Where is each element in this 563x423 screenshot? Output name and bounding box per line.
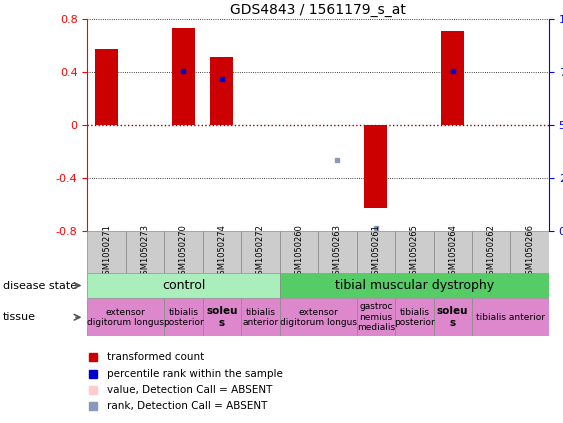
Bar xyxy=(318,231,356,273)
Bar xyxy=(203,231,241,273)
Bar xyxy=(356,298,395,336)
Bar xyxy=(472,298,549,336)
Text: GSM1050270: GSM1050270 xyxy=(179,224,188,280)
Bar xyxy=(434,231,472,273)
Text: GSM1050272: GSM1050272 xyxy=(256,224,265,280)
Text: GSM1050271: GSM1050271 xyxy=(102,224,111,280)
Bar xyxy=(280,231,318,273)
Bar xyxy=(395,231,434,273)
Text: extensor
digitorum longus: extensor digitorum longus xyxy=(87,308,164,327)
Bar xyxy=(172,28,195,125)
Text: GSM1050263: GSM1050263 xyxy=(333,224,342,280)
Text: tissue: tissue xyxy=(3,312,36,322)
Text: soleu
s: soleu s xyxy=(206,306,238,328)
Bar xyxy=(87,298,164,336)
Bar xyxy=(87,273,280,298)
Title: GDS4843 / 1561179_s_at: GDS4843 / 1561179_s_at xyxy=(230,3,406,16)
Text: tibial muscular dystrophy: tibial muscular dystrophy xyxy=(335,279,494,292)
Text: tibialis anterior: tibialis anterior xyxy=(476,313,545,322)
Text: soleu
s: soleu s xyxy=(437,306,468,328)
Bar xyxy=(280,273,549,298)
Text: GSM1050264: GSM1050264 xyxy=(448,224,457,280)
Bar xyxy=(211,58,234,125)
Bar xyxy=(364,125,387,208)
Text: extensor
digitorum longus: extensor digitorum longus xyxy=(280,308,356,327)
Bar xyxy=(241,298,280,336)
Text: GSM1050260: GSM1050260 xyxy=(294,224,303,280)
Text: disease state: disease state xyxy=(3,280,77,291)
Bar xyxy=(164,298,203,336)
Text: value, Detection Call = ABSENT: value, Detection Call = ABSENT xyxy=(107,385,272,395)
Text: transformed count: transformed count xyxy=(107,352,204,363)
Text: GSM1050266: GSM1050266 xyxy=(525,224,534,280)
Text: tibialis
anterior: tibialis anterior xyxy=(242,308,279,327)
Text: GSM1050262: GSM1050262 xyxy=(487,224,495,280)
Text: GSM1050261: GSM1050261 xyxy=(372,224,380,280)
Bar xyxy=(441,31,464,125)
Bar xyxy=(87,231,126,273)
Bar xyxy=(280,298,356,336)
Bar xyxy=(434,298,472,336)
Bar xyxy=(164,231,203,273)
Bar xyxy=(95,49,118,125)
Text: GSM1050265: GSM1050265 xyxy=(410,224,419,280)
Text: control: control xyxy=(162,279,205,292)
Text: GSM1050274: GSM1050274 xyxy=(217,224,226,280)
Bar xyxy=(356,231,395,273)
Bar xyxy=(203,298,241,336)
Text: tibialis
posterior: tibialis posterior xyxy=(394,308,435,327)
Bar xyxy=(126,231,164,273)
Bar xyxy=(241,231,280,273)
Text: percentile rank within the sample: percentile rank within the sample xyxy=(107,368,283,379)
Bar xyxy=(472,231,511,273)
Text: rank, Detection Call = ABSENT: rank, Detection Call = ABSENT xyxy=(107,401,267,411)
Bar xyxy=(511,231,549,273)
Text: GSM1050273: GSM1050273 xyxy=(141,224,149,280)
Bar xyxy=(395,298,434,336)
Text: tibialis
posterior: tibialis posterior xyxy=(163,308,204,327)
Text: gastroc
nemius
medialis: gastroc nemius medialis xyxy=(357,302,395,332)
